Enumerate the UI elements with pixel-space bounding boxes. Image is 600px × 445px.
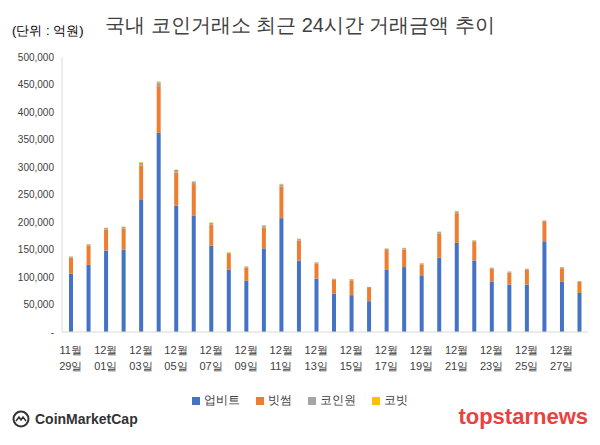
svg-text:250,000: 250,000 xyxy=(18,189,55,200)
svg-text:12월05일: 12월05일 xyxy=(164,344,187,372)
svg-text:450,000: 450,000 xyxy=(18,79,55,90)
svg-text:50,000: 50,000 xyxy=(23,299,54,310)
svg-text:-: - xyxy=(51,327,54,338)
svg-text:12월01일: 12월01일 xyxy=(94,344,117,372)
svg-text:350,000: 350,000 xyxy=(18,134,55,145)
svg-text:12월15일: 12월15일 xyxy=(340,344,363,372)
svg-text:12월21일: 12월21일 xyxy=(445,344,468,372)
svg-text:12월03일: 12월03일 xyxy=(129,344,152,372)
svg-text:12월13일: 12월13일 xyxy=(305,344,328,372)
html-text:topstarnews: topstarnews xyxy=(458,404,588,429)
svg-text:12월17일: 12월17일 xyxy=(375,344,398,372)
svg-text:12월09일: 12월09일 xyxy=(234,344,257,372)
svg-text:150,000: 150,000 xyxy=(18,244,55,255)
html-text:빗썸: 빗썸 xyxy=(268,393,292,407)
svg-text:400,000: 400,000 xyxy=(18,107,55,118)
html-text:국내 코인거래소 최근 24시간 거래금액 추이: 국내 코인거래소 최근 24시간 거래금액 추이 xyxy=(105,14,495,36)
svg-text:300,000: 300,000 xyxy=(18,162,55,173)
svg-text:12월27일: 12월27일 xyxy=(550,344,573,372)
html-text:업비트: 업비트 xyxy=(204,393,240,407)
html-text:(단위 : 억원): (단위 : 억원) xyxy=(12,23,84,38)
svg-text:12월23일: 12월23일 xyxy=(480,344,503,372)
svg-text:500,000: 500,000 xyxy=(18,52,55,63)
svg-text:12월07일: 12월07일 xyxy=(199,344,222,372)
svg-text:100,000: 100,000 xyxy=(18,272,55,283)
html-text:CoinMarketCap: CoinMarketCap xyxy=(35,411,138,427)
html-text:코빗: 코빗 xyxy=(384,393,408,407)
svg-text:12월19일: 12월19일 xyxy=(410,344,433,372)
svg-text:200,000: 200,000 xyxy=(18,217,55,228)
svg-text:12월25일: 12월25일 xyxy=(515,344,538,372)
svg-text:12월11일: 12월11일 xyxy=(270,344,293,372)
svg-text:11월29일: 11월29일 xyxy=(59,344,82,372)
html-text:코인원: 코인원 xyxy=(320,393,356,407)
